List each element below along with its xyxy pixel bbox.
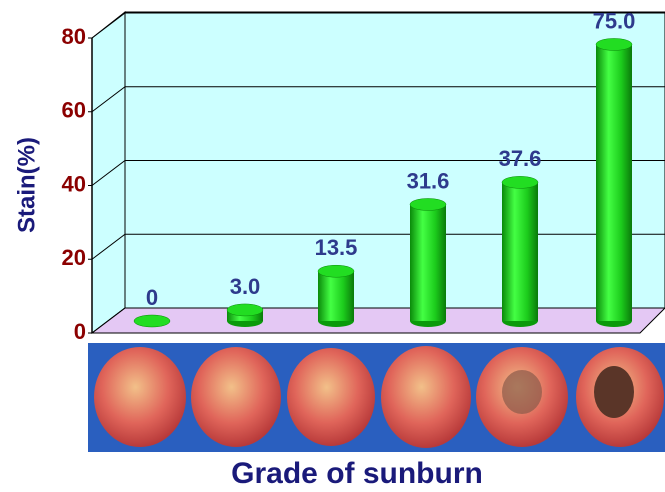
value-label: 31.6: [407, 168, 450, 193]
bar-top: [501, 176, 539, 189]
value-label: 3.0: [230, 274, 261, 299]
grid-line: [91, 233, 665, 260]
bars: 0 3.0 13.5 31.6 37.6 75.0: [133, 8, 636, 328]
value-label: 37.6: [499, 146, 542, 171]
y-tick-label: 60: [62, 98, 86, 123]
bar: [502, 182, 538, 321]
bar-top: [317, 264, 355, 278]
bar-top: [409, 198, 447, 211]
grid-line: [91, 12, 665, 39]
bar: [410, 204, 446, 321]
y-tick-label: 80: [62, 24, 86, 49]
grid-line: [91, 160, 665, 186]
bar-top: [226, 303, 264, 317]
floor: [90, 307, 665, 334]
y-axis-title: Stain(%): [13, 137, 40, 233]
grid: [88, 12, 665, 334]
sunburn-spot: [502, 370, 542, 414]
value-label: 13.5: [315, 235, 358, 260]
y-tick-label: 20: [62, 245, 86, 270]
value-label: 0: [146, 285, 158, 310]
apple: [381, 346, 471, 448]
sunburn-spot: [594, 366, 634, 418]
bar-top: [595, 38, 633, 51]
y-tick-label: 0: [74, 319, 86, 344]
apple: [287, 348, 375, 446]
apple: [191, 347, 281, 447]
bar-top: [133, 314, 171, 328]
x-axis-title: Grade of sunburn: [231, 457, 483, 490]
bar: [318, 271, 354, 321]
apple: [94, 347, 186, 447]
y-tick-label: 40: [62, 171, 86, 196]
grid-line: [91, 86, 665, 113]
value-label: 75.0: [593, 8, 636, 33]
bar: [596, 44, 632, 321]
apple-photos: [94, 346, 664, 448]
grid-line: [91, 307, 665, 334]
